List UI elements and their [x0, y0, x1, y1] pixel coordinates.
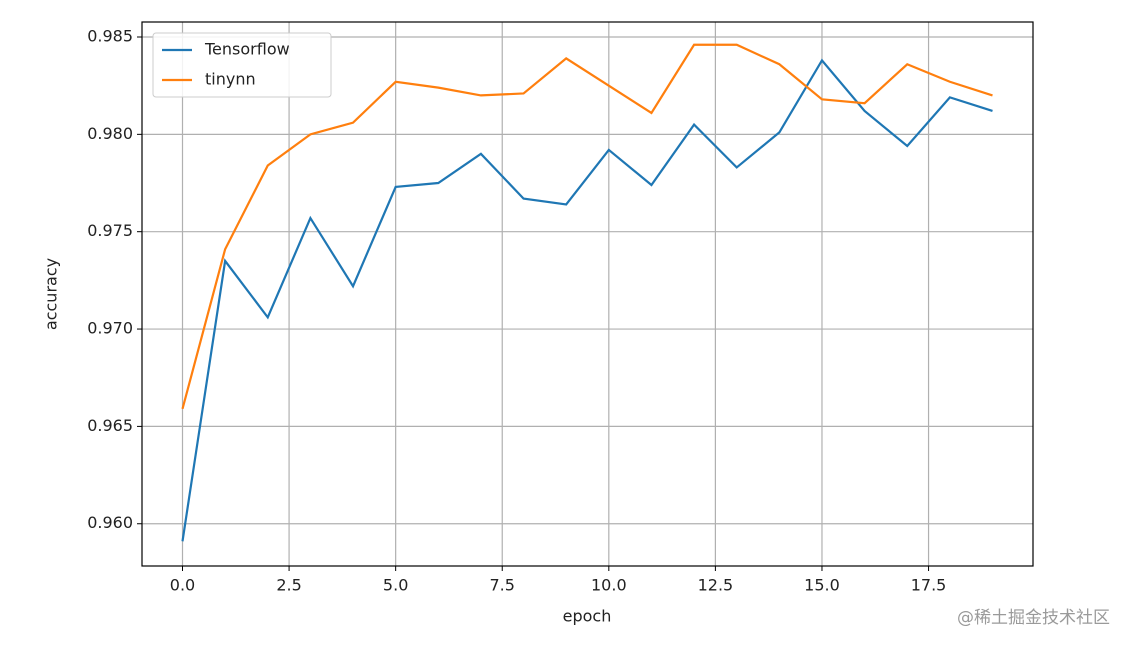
- series-line: [181, 58, 993, 542]
- y-tick-label: 0.985: [87, 26, 133, 45]
- x-tick-label: 7.5: [490, 576, 515, 595]
- y-tick-label: 0.980: [87, 124, 133, 143]
- watermark: @稀土掘金技术社区: [957, 608, 1110, 628]
- series-line: [181, 43, 993, 410]
- x-tick-label: 5.0: [383, 576, 408, 595]
- x-tick-label: 0.0: [170, 576, 195, 595]
- x-tick-label: 17.5: [911, 576, 947, 595]
- x-axis-label: epoch: [563, 607, 612, 626]
- x-tick-label: 12.5: [698, 576, 734, 595]
- x-tick-label: 15.0: [804, 576, 840, 595]
- x-tick-label: 2.5: [276, 576, 301, 595]
- plot-frame: [141, 21, 1034, 567]
- legend-label: Tensorflow: [204, 40, 290, 59]
- legend-box: [152, 32, 332, 98]
- legend-label: tinynn: [205, 70, 256, 89]
- y-axis-label: accuracy: [42, 258, 61, 330]
- y-tick-label: 0.960: [87, 513, 133, 532]
- y-tick-label: 0.975: [87, 221, 133, 240]
- y-tick-label: 0.970: [87, 319, 133, 338]
- y-tick-label: 0.965: [87, 416, 133, 435]
- x-tick-label: 10.0: [591, 576, 627, 595]
